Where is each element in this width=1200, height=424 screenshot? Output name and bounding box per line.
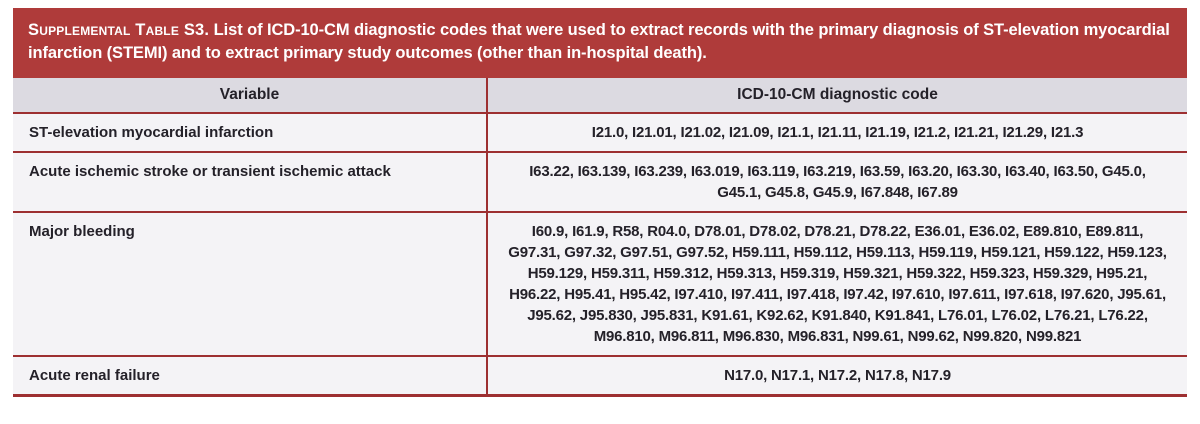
- table-title-label: Supplemental Table S3.: [28, 21, 210, 39]
- table-title-band: Supplemental Table S3. List of ICD-10-CM…: [13, 8, 1187, 78]
- codes-cell: I60.9, I61.9, R58, R04.0, D78.01, D78.02…: [487, 211, 1187, 357]
- codes-cell: I21.0, I21.01, I21.02, I21.09, I21.1, I2…: [487, 112, 1187, 153]
- variable-cell: ST-elevation myocardial infarction: [13, 112, 488, 153]
- column-header-icd-code: ICD-10-CM diagnostic code: [487, 77, 1187, 114]
- icd-code-table: Variable ICD-10-CM diagnostic code ST-el…: [13, 77, 1187, 397]
- variable-cell: Acute renal failure: [13, 355, 488, 397]
- table-row: ST-elevation myocardial infarction I21.0…: [13, 112, 1187, 153]
- codes-cell: I63.22, I63.139, I63.239, I63.019, I63.1…: [487, 151, 1187, 213]
- column-header-variable: Variable: [13, 77, 488, 114]
- variable-cell: Acute ischemic stroke or transient ische…: [13, 151, 488, 213]
- table-title-text: List of ICD-10-CM diagnostic codes that …: [28, 21, 1170, 63]
- codes-cell: N17.0, N17.1, N17.2, N17.8, N17.9: [487, 355, 1187, 397]
- table-row: Acute renal failure N17.0, N17.1, N17.2,…: [13, 355, 1187, 397]
- variable-cell: Major bleeding: [13, 211, 488, 357]
- table-row: Major bleeding I60.9, I61.9, R58, R04.0,…: [13, 211, 1187, 357]
- table-row: Acute ischemic stroke or transient ische…: [13, 151, 1187, 213]
- table-header-row: Variable ICD-10-CM diagnostic code: [13, 77, 1187, 114]
